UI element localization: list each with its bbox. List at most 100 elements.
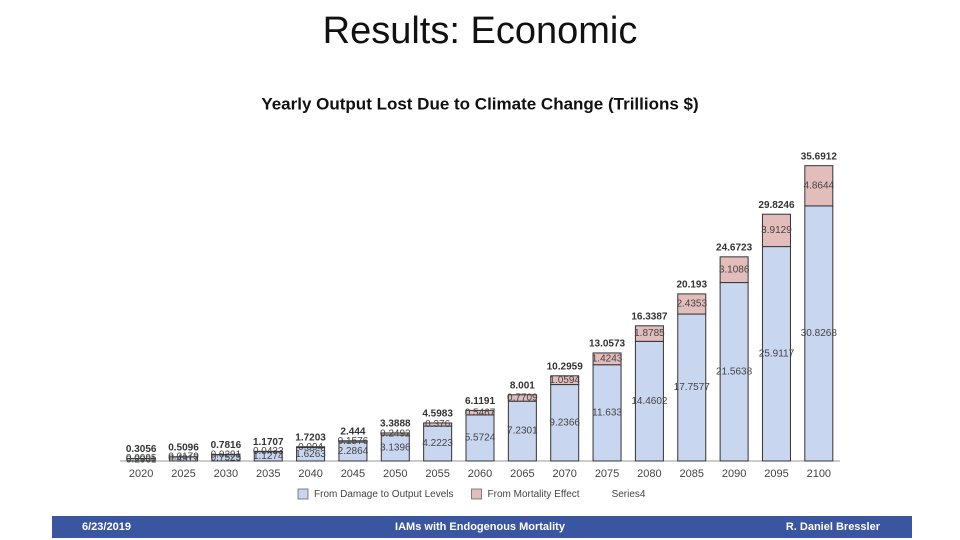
footer-bar [52,516,912,538]
bar-segment [380,434,410,462]
chart-title: Yearly Output Lost Due to Climate Change… [261,94,698,113]
bar-segment [719,282,749,462]
x-tick-label: 2100 [807,468,831,480]
total-label: 24.6723 [716,242,753,253]
total-label: 2.444 [340,426,365,437]
total-label: 6.1191 [465,396,495,407]
legend-swatch [297,488,309,500]
x-tick-label: 2020 [129,468,153,480]
x-tick-label: 2080 [637,468,661,480]
x-tick-label: 2095 [764,468,788,480]
total-label: 1.7203 [295,432,326,443]
data-label: 25.9117 [759,348,795,359]
legend-swatch [471,488,482,500]
data-label: 1.1274 [253,451,284,462]
bar-segment [761,213,791,248]
bar-segment [677,293,707,315]
bar-segment [804,165,834,207]
slide-title: Results: Economic [323,10,638,52]
bar-segment [592,364,622,462]
data-label: 0.5467 [465,407,496,418]
total-label: 4.5983 [422,409,453,420]
bar-segment [550,375,580,386]
data-label: 0.0433 [253,446,284,457]
bar-segment [296,446,326,449]
data-label: 0.7525 [211,453,242,464]
x-tick-label: 2050 [383,468,407,480]
x-tick-label: 2090 [722,468,746,480]
data-label: 0.094 [298,442,323,453]
bar-segment [507,400,537,462]
data-label: 0.4917 [168,454,199,465]
data-label: 5.5724 [465,433,496,444]
data-label: 0.1576 [338,436,369,447]
data-label: 4.2223 [422,438,453,449]
x-tick-label: 2065 [510,468,534,480]
bar-segment [338,440,368,443]
data-label: 3.1086 [719,264,750,275]
data-label: 1.6263 [295,449,326,460]
footer-author: R. Daniel Bressler [786,521,881,533]
x-tick-label: 2070 [552,468,576,480]
data-label: 11.633 [592,408,622,419]
data-label: 4.8644 [804,180,835,191]
data-label: 9.2366 [549,417,580,428]
x-tick-label: 2060 [468,468,492,480]
bar-segment [507,394,537,402]
total-label: 29.8246 [758,200,795,211]
x-tick-label: 2030 [214,468,238,480]
data-label: 0.0291 [211,449,242,460]
legend-label: From Damage to Output Levels [314,489,454,500]
data-label: 0.0179 [168,451,199,462]
total-label: 35.6912 [801,151,838,162]
data-label: 3.9129 [761,225,792,236]
bar-segment [423,422,453,427]
total-label: 0.7816 [211,440,242,451]
data-label: 30.8268 [801,328,838,339]
bar-segment [634,325,664,342]
bar-segment [719,256,749,284]
data-label: 1.0594 [549,375,580,386]
data-label: 0.7709 [507,393,538,404]
total-label: 20.193 [676,280,707,291]
bar-segment [465,414,495,462]
data-label: 17.7577 [674,382,711,393]
total-label: 0.5096 [168,442,199,453]
bar-segment [761,246,791,462]
legend-label: Series4 [612,489,646,500]
data-label: 0.2961 [126,454,157,465]
data-label: 0.376 [425,419,450,430]
data-label: 21.5638 [716,366,753,377]
x-tick-label: 2035 [256,468,280,480]
data-label: 1.4243 [592,353,623,364]
total-label: 16.3387 [631,311,668,322]
data-label: 7.2301 [507,426,538,437]
bar-segment [592,352,622,366]
total-label: 3.3888 [380,419,411,430]
data-label: 0.0095 [126,453,157,464]
x-tick-label: 2085 [680,468,704,480]
footer-date: 6/23/2019 [82,521,131,533]
bar-segment [423,425,453,462]
data-label: 3.1396 [380,443,411,454]
data-label: 2.4353 [676,299,707,310]
bar-segment [804,205,834,462]
data-label: 1.8785 [634,328,665,339]
total-label: 10.2959 [547,361,584,372]
x-tick-label: 2045 [341,468,365,480]
bar-segment [380,432,410,436]
total-label: 1.1707 [253,437,284,448]
total-label: 0.3056 [126,444,157,455]
bar-segment [677,313,707,462]
total-label: 8.001 [510,380,535,391]
data-label: 0.2492 [380,429,411,440]
legend-label: From Mortality Effect [488,489,580,500]
x-tick-label: 2055 [425,468,449,480]
data-label: 2.2864 [338,446,369,457]
total-label: 13.0573 [589,339,626,350]
data-label: 14.4602 [631,396,668,407]
x-tick-label: 2040 [298,468,322,480]
bar-segment [465,409,495,416]
x-tick-label: 2075 [595,468,619,480]
